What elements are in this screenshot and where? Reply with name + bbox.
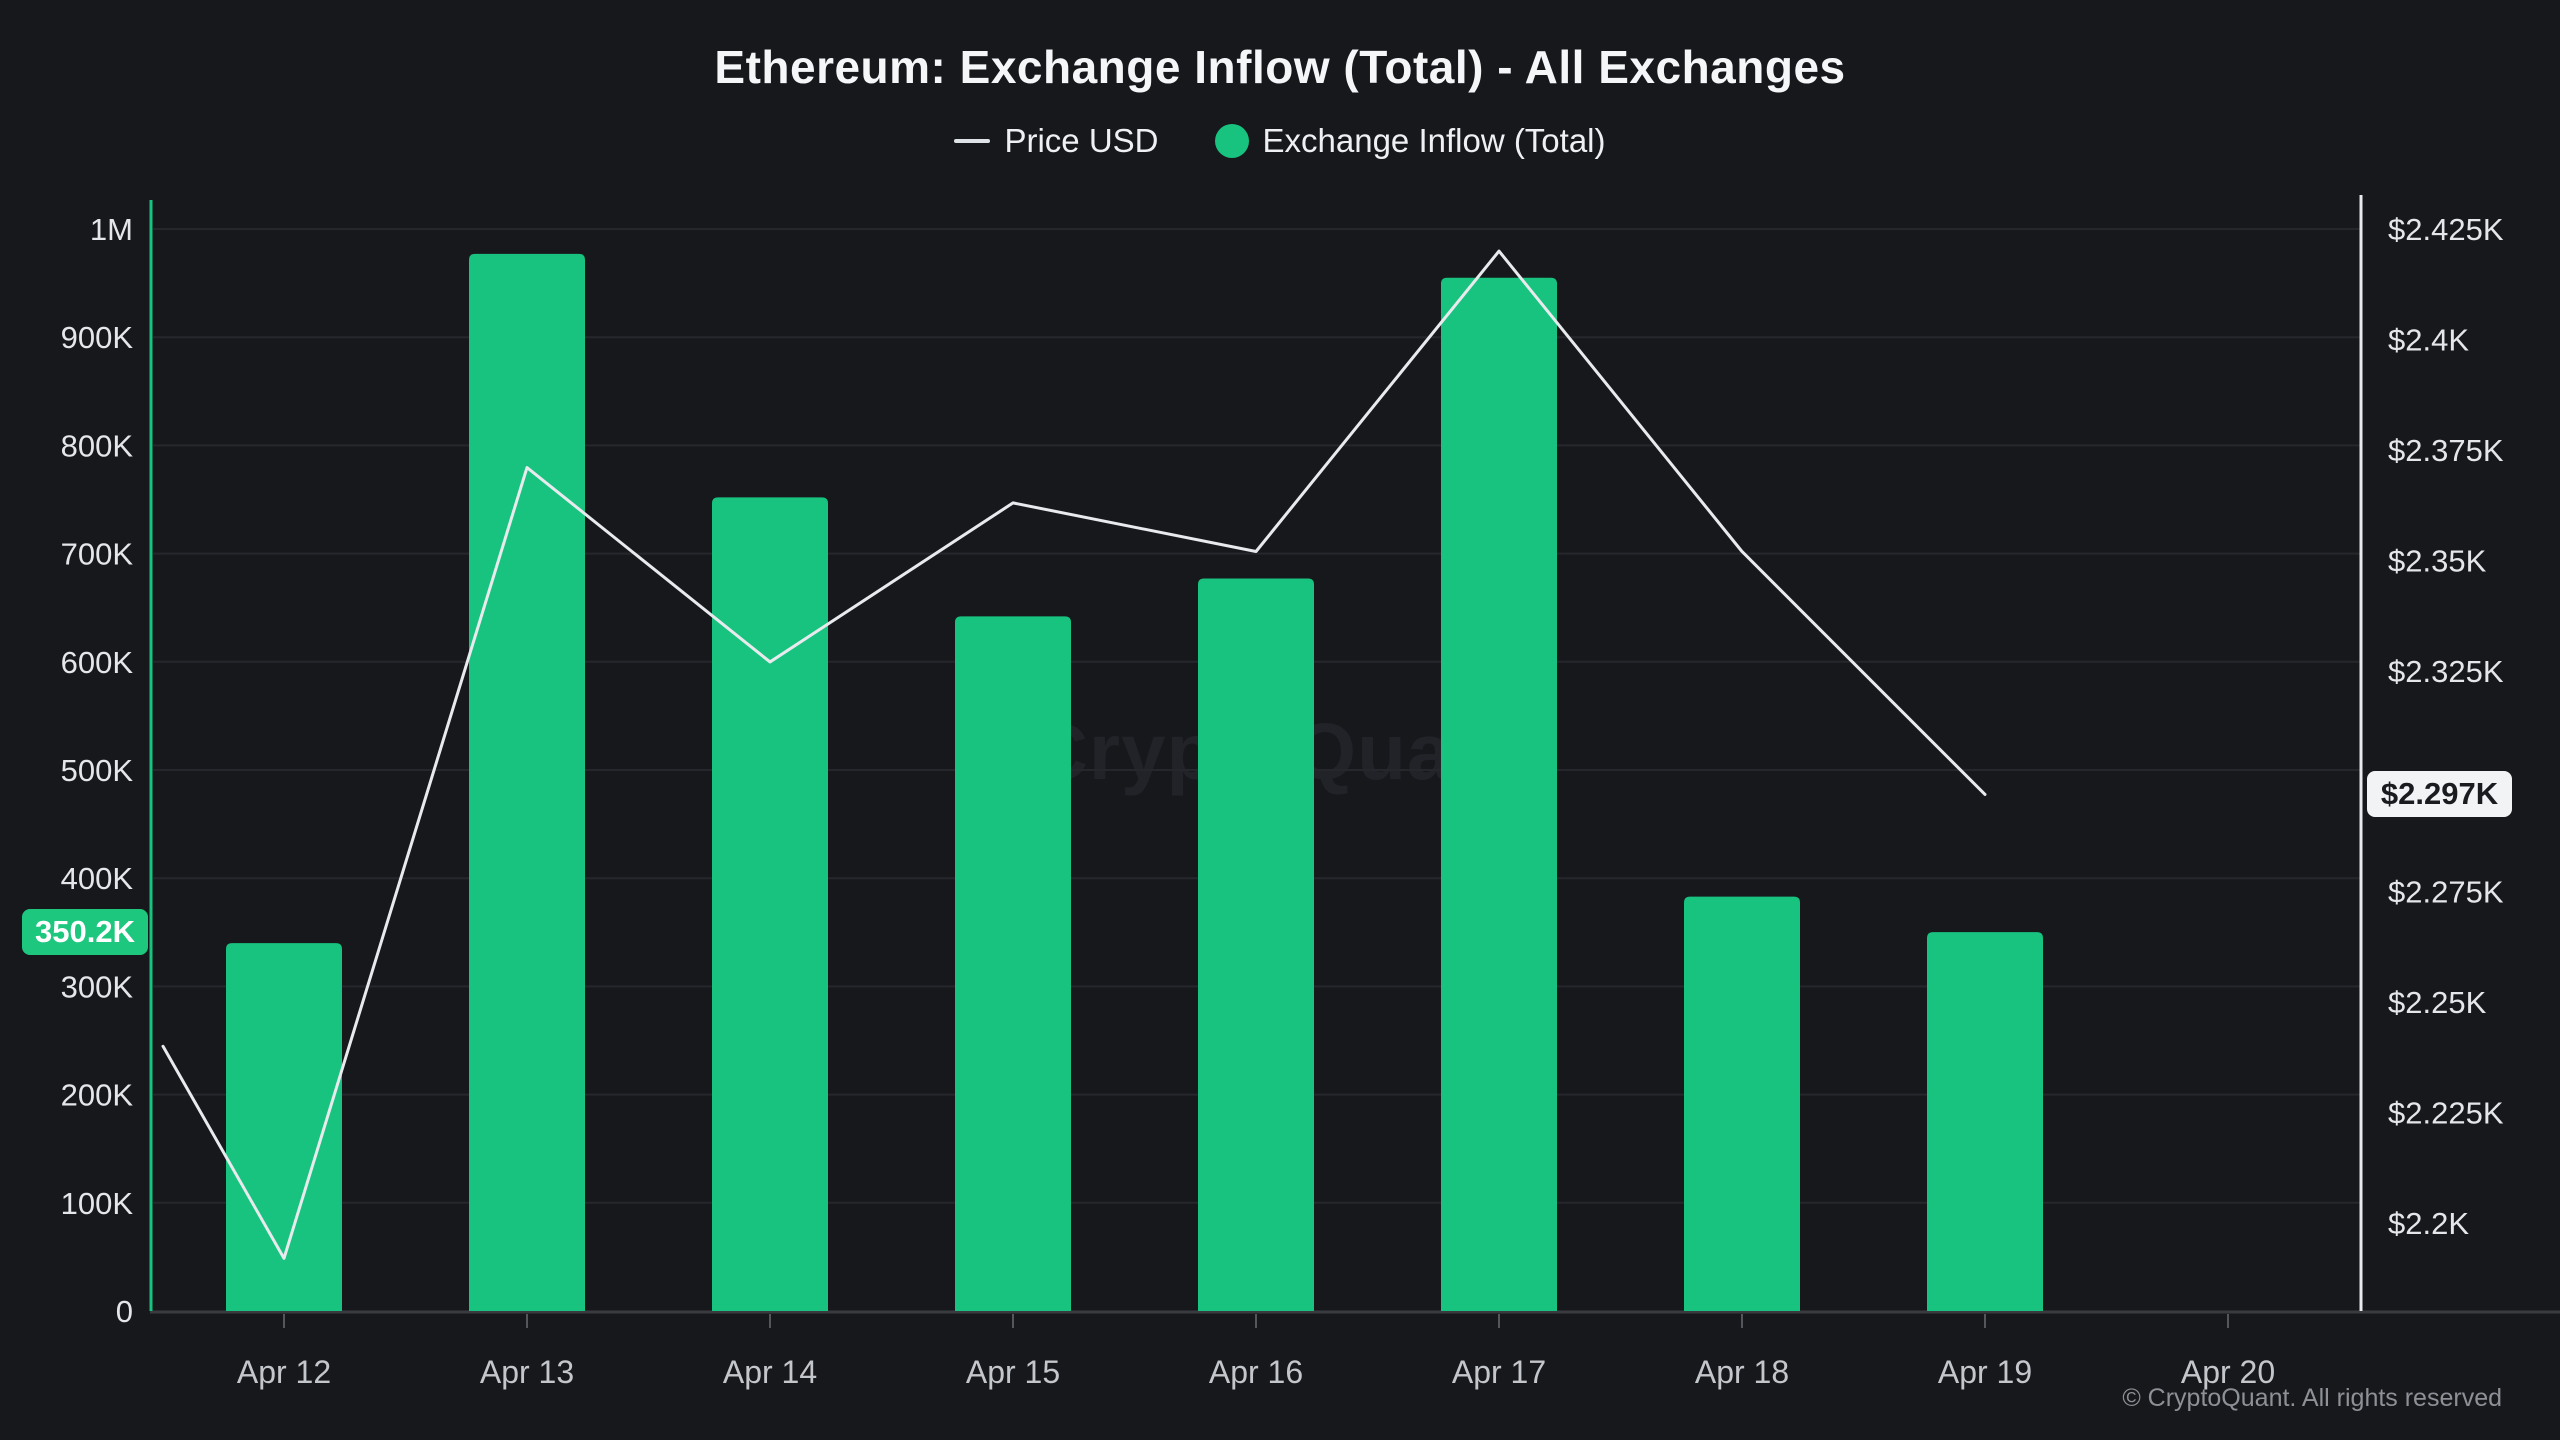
inflow-bar-apr-15[interactable] <box>955 616 1071 1311</box>
right-axis-label: $2.325K <box>2388 654 2504 689</box>
left-axis-label: 200K <box>61 1078 134 1113</box>
price-usd-line <box>161 249 1987 1260</box>
right-axis-label: $2.425K <box>2388 212 2504 247</box>
legend-item-exchange-inflow[interactable]: Exchange Inflow (Total) <box>1214 122 1606 160</box>
x-axis-label: Apr 13 <box>480 1354 574 1390</box>
right-axis-label: $2.225K <box>2388 1096 2504 1131</box>
right-axis-label: $2.375K <box>2388 433 2504 468</box>
left-axis-label: 1M <box>90 212 133 247</box>
inflow-bar-apr-17[interactable] <box>1441 277 1557 1312</box>
inflow-bar-apr-12[interactable] <box>226 943 342 1311</box>
right-axis-label: $2.35K <box>2388 543 2487 578</box>
left-axis-label: 0 <box>116 1294 133 1329</box>
left-axis-label: 600K <box>61 645 134 680</box>
right-axis-label: $2.4K <box>2388 322 2469 357</box>
x-axis-label: Apr 14 <box>723 1354 817 1390</box>
inflow-bar-apr-18[interactable] <box>1684 896 1800 1311</box>
x-axis-label: Apr 17 <box>1452 1354 1546 1390</box>
right-axis-label: $2.275K <box>2388 875 2504 910</box>
inflow-bar-apr-13[interactable] <box>469 253 585 1312</box>
right-axis-label: $2.2K <box>2388 1206 2469 1241</box>
left-axis-label: 900K <box>61 320 134 355</box>
x-axis-label: Apr 19 <box>1938 1354 2032 1390</box>
legend: Price USD Exchange Inflow (Total) <box>0 122 2560 160</box>
legend-item-price-usd[interactable]: Price USD <box>954 122 1159 160</box>
bar-series-marker-icon <box>1214 124 1249 158</box>
last-inflow-value-badge: 350.2K <box>22 909 148 956</box>
copyright-footer: © CryptoQuant. All rights reserved <box>2122 1384 2502 1412</box>
left-axis-label: 300K <box>61 969 134 1004</box>
legend-label-price-usd: Price USD <box>1004 122 1159 159</box>
left-axis-label: 400K <box>61 861 134 896</box>
left-axis-label: 800K <box>61 428 134 463</box>
x-axis-label: Apr 20 <box>2181 1354 2275 1390</box>
right-axis-label: $2.25K <box>2388 985 2487 1020</box>
inflow-bar-apr-19[interactable] <box>1927 932 2043 1311</box>
x-axis-label: Apr 18 <box>1695 1354 1789 1390</box>
inflow-bar-apr-16[interactable] <box>1198 578 1314 1311</box>
x-axis-label: Apr 16 <box>1209 1354 1303 1390</box>
left-axis-label: 500K <box>61 753 134 788</box>
left-axis-label: 100K <box>61 1186 134 1221</box>
x-axis-label: Apr 12 <box>237 1354 331 1390</box>
inflow-bar-apr-14[interactable] <box>712 497 828 1311</box>
page-title: Ethereum: Exchange Inflow (Total) - All … <box>714 41 1846 93</box>
line-series-marker-icon <box>954 139 991 143</box>
left-axis-label: 700K <box>61 537 134 572</box>
x-axis-label: Apr 15 <box>966 1354 1060 1390</box>
last-price-value-badge: $2.297K <box>2367 771 2512 818</box>
legend-label-exchange-inflow: Exchange Inflow (Total) <box>1262 122 1606 159</box>
